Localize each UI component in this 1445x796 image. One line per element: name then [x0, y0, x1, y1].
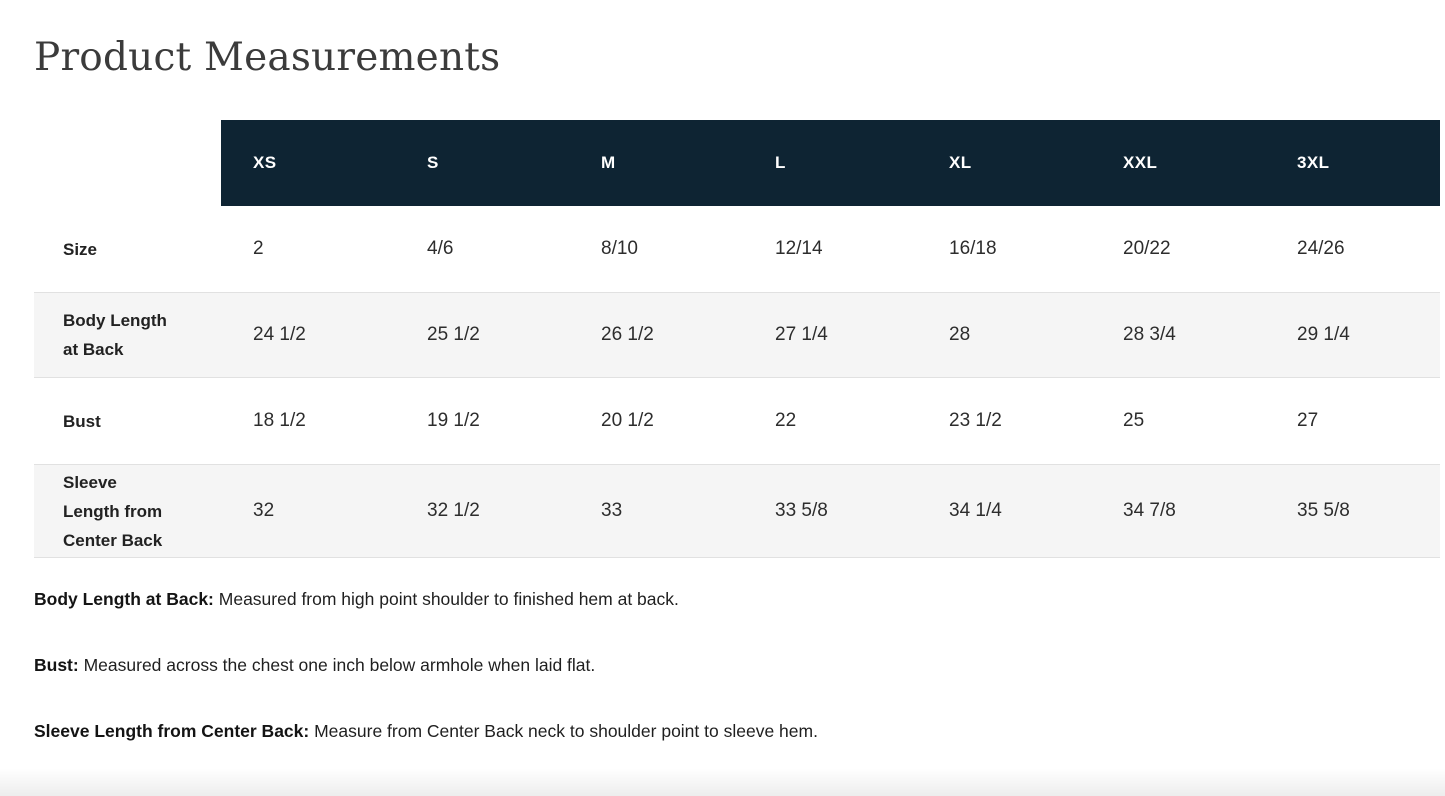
column-header-xs: XS — [253, 153, 277, 172]
table-row-body-length: Body Length at Back 24 1/2 25 1/2 26 1/2… — [34, 292, 1440, 378]
measurement-cell: 25 1/2 — [427, 324, 480, 345]
measurement-cell: 19 1/2 — [427, 410, 480, 431]
note-term: Body Length at Back: — [34, 589, 214, 609]
measurement-cell: 23 1/2 — [949, 410, 1002, 431]
measurement-cell: 18 1/2 — [253, 410, 306, 431]
note-sleeve-length: Sleeve Length from Center Back: Measure … — [34, 718, 1445, 744]
column-header-xxl: XXL — [1123, 153, 1158, 172]
measurement-cell: 25 — [1123, 410, 1145, 431]
note-definition: Measured from high point shoulder to fin… — [218, 589, 679, 609]
measurement-cell: 28 — [949, 324, 971, 345]
row-label: Bust — [63, 411, 101, 431]
product-measurements-page: Product Measurements XS S M L XL XXL 3XL… — [34, 35, 1445, 744]
measurement-cell: 8/10 — [601, 238, 638, 259]
measurement-cell: 27 — [1297, 410, 1319, 431]
page-title: Product Measurements — [34, 35, 501, 80]
note-term: Bust: — [34, 655, 79, 675]
measurement-cell: 33 5/8 — [775, 500, 828, 521]
measurement-cell: 20/22 — [1123, 238, 1171, 259]
measurement-cell: 22 — [775, 410, 797, 431]
measurement-cell: 27 1/4 — [775, 324, 828, 345]
note-term: Sleeve Length from Center Back: — [34, 721, 310, 741]
measurement-notes: Body Length at Back: Measured from high … — [34, 586, 1445, 744]
measurement-cell: 32 — [253, 500, 275, 521]
measurement-cell: 20 1/2 — [601, 410, 654, 431]
column-header-m: M — [601, 153, 616, 172]
row-label: Body Length at Back — [63, 311, 167, 359]
header-corner-cell — [34, 120, 221, 206]
measurement-cell: 24 1/2 — [253, 324, 306, 345]
row-label: Sleeve Length from Center Back — [63, 472, 163, 550]
column-header-3xl: 3XL — [1297, 153, 1330, 172]
note-body-length: Body Length at Back: Measured from high … — [34, 586, 1445, 612]
table-row-size: Size 2 4/6 8/10 12/14 16/18 20/22 24/26 — [34, 206, 1440, 292]
measurement-cell: 16/18 — [949, 238, 997, 259]
row-label: Size — [63, 239, 98, 259]
bottom-fade-shadow — [0, 768, 1445, 796]
measurement-cell: 26 1/2 — [601, 324, 654, 345]
size-chart-table: XS S M L XL XXL 3XL Size 2 4/6 8/10 12/1… — [34, 120, 1440, 558]
measurement-cell: 28 3/4 — [1123, 324, 1176, 345]
table-row-bust: Bust 18 1/2 19 1/2 20 1/2 22 23 1/2 25 2… — [34, 378, 1440, 464]
column-header-s: S — [427, 153, 439, 172]
note-definition: Measure from Center Back neck to shoulde… — [314, 721, 818, 741]
measurement-cell: 34 1/4 — [949, 500, 1002, 521]
column-header-xl: XL — [949, 153, 972, 172]
measurement-cell: 29 1/4 — [1297, 324, 1350, 345]
header-band: XS S M L XL XXL 3XL — [221, 120, 1440, 206]
note-definition: Measured across the chest one inch below… — [83, 655, 596, 675]
measurement-cell: 33 — [601, 500, 623, 521]
measurement-cell: 35 5/8 — [1297, 500, 1350, 521]
note-bust: Bust: Measured across the chest one inch… — [34, 652, 1445, 678]
size-header-row: XS S M L XL XXL 3XL — [34, 120, 1440, 206]
table-row-sleeve-length: Sleeve Length from Center Back 32 32 1/2… — [34, 464, 1440, 558]
column-header-l: L — [775, 153, 786, 172]
measurement-cell: 12/14 — [775, 238, 823, 259]
measurement-cell: 34 7/8 — [1123, 500, 1176, 521]
measurement-cell: 32 1/2 — [427, 500, 480, 521]
measurement-cell: 4/6 — [427, 238, 454, 259]
measurement-cell: 2 — [253, 238, 264, 259]
measurement-cell: 24/26 — [1297, 238, 1345, 259]
